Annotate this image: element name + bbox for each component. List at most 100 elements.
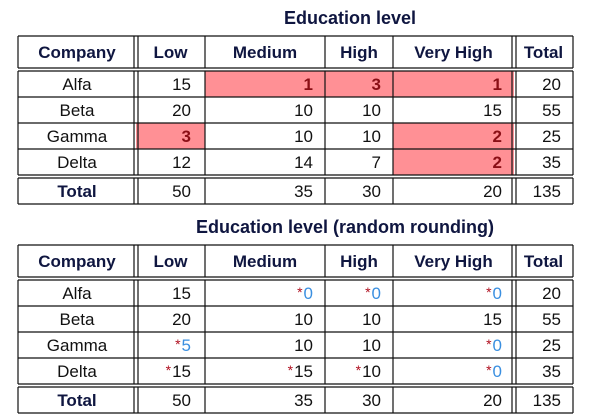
rounded-cell: * 0	[393, 332, 514, 358]
table-cell: 10	[205, 97, 325, 123]
total-cell: 30	[362, 390, 381, 410]
table-grid-lines	[17, 244, 574, 414]
cell-value: 20	[542, 74, 561, 94]
table-cell: 7	[325, 149, 393, 175]
cell-value: 15	[172, 361, 191, 381]
table-cell: 10	[205, 306, 325, 332]
column-header-company: Company	[38, 251, 116, 271]
total-row-label: Total	[57, 181, 97, 201]
table-cell: 15	[136, 280, 205, 306]
table-cell: 25	[514, 332, 573, 358]
rounded-cell: * 5	[136, 332, 205, 358]
total-cell: 50	[172, 390, 191, 410]
row-company-name: Gamma	[46, 335, 108, 355]
table-1: Education level Company Low Medium High Very …	[17, 8, 574, 208]
row-company-name: Beta	[59, 309, 95, 329]
cell-value: 10	[294, 126, 313, 146]
cell-value: 10	[362, 100, 381, 120]
cell-value: 55	[542, 309, 561, 329]
total-cell: 35	[294, 181, 313, 201]
cell-value: 14	[294, 152, 313, 172]
cell-value: 20	[172, 100, 191, 120]
cell-value: 25	[542, 335, 561, 355]
rounding-marker: *	[365, 284, 371, 300]
row-company-name: Delta	[57, 361, 97, 381]
rounding-marker: *	[175, 336, 181, 352]
column-header-high: High	[340, 42, 378, 62]
total-cell: 20	[483, 181, 502, 201]
column-header-low: Low	[153, 42, 188, 62]
row-company-name: Alfa	[62, 283, 92, 303]
cell-value: 15	[172, 74, 191, 94]
table-caption: Education level (random rounding)	[196, 217, 495, 237]
cell-value: 0	[492, 361, 502, 381]
cell-value: 0	[303, 283, 313, 303]
cell-value: 1	[492, 74, 502, 94]
suppressed-cell: 1	[393, 71, 514, 97]
cell-value: 10	[362, 309, 381, 329]
cell-value: 10	[362, 126, 381, 146]
cell-value: 3	[181, 126, 191, 146]
column-header-total: Total	[523, 42, 564, 62]
cell-value: 10	[294, 309, 313, 329]
table-caption: Education level	[284, 8, 417, 28]
table-cell: 10	[325, 97, 393, 123]
column-header-very-high: Very High	[414, 251, 493, 271]
rounding-marker: *	[486, 284, 492, 300]
rounding-marker: *	[486, 362, 492, 378]
cell-value: 15	[294, 361, 313, 381]
cell-value: 15	[483, 309, 502, 329]
cell-value: 1	[303, 74, 313, 94]
cell-value: 12	[172, 152, 191, 172]
cell-value: 55	[542, 100, 561, 120]
cell-value: 10	[294, 335, 313, 355]
cell-value: 20	[542, 283, 561, 303]
cell-value: 10	[362, 361, 381, 381]
total-cell: 135	[532, 181, 561, 201]
cell-value: 10	[362, 335, 381, 355]
table-2: Education level (random rounding) Company…	[17, 217, 574, 417]
cell-value: 15	[483, 100, 502, 120]
table-cell: 14	[205, 149, 325, 175]
cell-value: 0	[492, 335, 502, 355]
suppressed-cell: 1	[205, 71, 325, 97]
rounded-cell: * 0	[325, 280, 393, 306]
rounded-cell: * 15	[136, 358, 205, 384]
column-header-high: High	[340, 251, 378, 271]
cell-value: 35	[542, 152, 561, 172]
total-cell: 50	[172, 181, 191, 201]
table-cell: 15	[136, 71, 205, 97]
cell-value: 2	[492, 152, 502, 172]
cell-value: 2	[492, 126, 502, 146]
suppressed-cell: 3	[136, 123, 205, 149]
table-cell: 55	[514, 97, 573, 123]
cell-value: 0	[492, 283, 502, 303]
cell-value: 3	[371, 74, 381, 94]
cell-value: 5	[181, 335, 191, 355]
table-cell: 10	[205, 332, 325, 358]
suppressed-cell: 2	[393, 149, 514, 175]
rounding-marker: *	[287, 362, 294, 378]
table-cell: 20	[514, 280, 573, 306]
row-company-name: Beta	[59, 100, 95, 120]
table-cell: 35	[514, 149, 573, 175]
rounded-cell: * 15	[205, 358, 325, 384]
column-header-medium: Medium	[232, 42, 298, 62]
column-header-company: Company	[38, 42, 116, 62]
table-cell: 25	[514, 123, 573, 149]
table-cell: 10	[325, 123, 393, 149]
total-cell: 30	[362, 181, 381, 201]
table-cell: 15	[393, 97, 514, 123]
table-cell: 15	[393, 306, 514, 332]
table-cell: 20	[136, 306, 205, 332]
rounded-cell: * 0	[393, 358, 514, 384]
rounding-marker: *	[486, 336, 492, 352]
cell-value: 10	[294, 100, 313, 120]
table-cell: 55	[514, 306, 573, 332]
suppressed-cell: 2	[393, 123, 514, 149]
table-cell: 10	[325, 306, 393, 332]
cell-value: 15	[172, 283, 191, 303]
cell-value: 7	[371, 152, 381, 172]
cell-value: 0	[371, 283, 381, 303]
rounded-cell: * 0	[393, 280, 514, 306]
